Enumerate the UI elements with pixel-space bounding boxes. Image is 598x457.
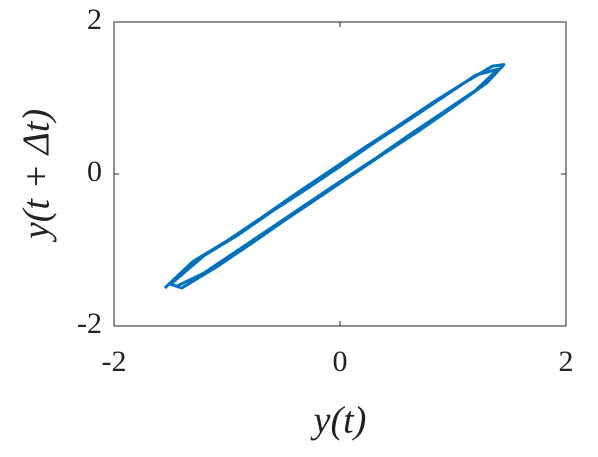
y-tick-label: 0 (87, 155, 102, 188)
x-axis-label: y(t) (310, 400, 367, 442)
y-tick-label: -2 (77, 307, 102, 340)
axes-box (113, 21, 567, 327)
y-tick-label: 2 (87, 3, 102, 36)
x-tick-label: 2 (559, 345, 574, 378)
x-tick-label: 0 (333, 345, 348, 378)
trajectory-line (163, 63, 506, 290)
x-tick-label: -2 (102, 345, 127, 378)
y-axis-label: y(t + Δt) (16, 109, 58, 243)
